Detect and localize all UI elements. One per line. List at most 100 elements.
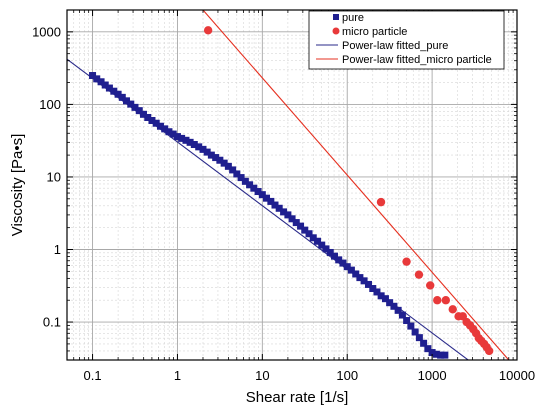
point-pure: [288, 215, 296, 223]
legend-marker-pure: [333, 14, 339, 20]
point-pure: [390, 302, 398, 310]
point-pure: [144, 113, 152, 121]
legend-box: [308, 10, 505, 70]
point-pure: [212, 154, 220, 162]
legend-label-fit-micro: Power-law fitted_micro particle: [342, 54, 492, 66]
point-pure: [207, 151, 215, 159]
point-pure: [403, 317, 411, 325]
point-pure: [135, 107, 143, 115]
point-pure: [263, 194, 271, 202]
y-tick-label: 1000: [32, 24, 61, 39]
point-pure: [195, 143, 203, 151]
legend: pure micro particle Power-law fitted_pur…: [308, 10, 505, 70]
tick-labels: 0.1 1 10 100 1000 10000 0.1 1 10 100 1000: [32, 24, 535, 383]
point-pure: [169, 130, 177, 138]
legend-label-pure: pure: [342, 12, 364, 24]
point-pure: [420, 339, 428, 347]
point-pure: [250, 184, 258, 192]
point-pure: [326, 248, 334, 256]
point-pure: [424, 345, 432, 353]
point-pure: [284, 211, 292, 219]
point-pure: [173, 133, 181, 141]
point-pure: [318, 241, 326, 249]
point-pure: [377, 292, 385, 300]
point-pure: [89, 72, 97, 80]
point-pure: [105, 84, 113, 92]
point-micro-particle: [402, 257, 411, 266]
fit-line-power-law-fitted-micro-particle: [202, 10, 510, 360]
point-pure: [437, 351, 445, 359]
point-pure: [254, 188, 262, 196]
point-pure: [381, 295, 389, 303]
point-micro-particle: [484, 346, 494, 356]
point-pure: [373, 288, 381, 296]
x-tick-label: 1000: [418, 368, 447, 383]
legend-marker-micro-particle: [332, 27, 340, 35]
point-pure: [246, 181, 254, 189]
point-micro-particle: [414, 270, 424, 279]
point-pure: [330, 252, 338, 260]
point-pure: [114, 90, 122, 98]
legend-label-fit-pure: Power-law fitted_pure: [342, 40, 448, 52]
legend-label-micro-particle: micro particle: [342, 26, 407, 38]
point-pure: [190, 141, 198, 149]
point-pure: [275, 204, 283, 212]
point-pure: [110, 87, 118, 95]
point-micro-particle: [426, 281, 435, 290]
point-pure: [178, 134, 186, 142]
major-gridlines: [67, 10, 517, 360]
point-pure: [271, 201, 279, 209]
point-pure: [237, 174, 245, 182]
point-pure: [441, 351, 449, 359]
point-pure: [161, 125, 169, 133]
point-pure: [407, 322, 415, 330]
y-tick-label: 100: [39, 97, 61, 112]
x-tick-label: 100: [336, 368, 358, 383]
point-pure: [343, 263, 351, 271]
point-pure: [131, 103, 139, 111]
point-pure: [148, 116, 156, 124]
point-pure: [415, 334, 423, 342]
y-tick-label: 0.1: [43, 315, 61, 330]
point-pure: [199, 145, 207, 153]
point-pure: [386, 299, 394, 307]
point-pure: [335, 256, 343, 264]
point-pure: [216, 156, 224, 164]
point-pure: [93, 75, 101, 83]
plot-frame: [66, 9, 518, 361]
point-pure: [101, 81, 109, 89]
y-tick-label: 1: [54, 242, 61, 257]
point-micro-particle: [203, 26, 213, 35]
point-pure: [398, 311, 406, 319]
point-pure: [305, 230, 313, 238]
x-tick-label: 0.1: [84, 368, 102, 383]
series-layer: [67, 10, 510, 360]
point-micro-particle: [376, 197, 386, 207]
point-pure: [182, 136, 190, 144]
point-pure: [339, 259, 347, 267]
point-pure: [309, 234, 317, 242]
point-pure: [203, 148, 211, 156]
y-axis-title: Viscosity [Pa•s]: [9, 134, 26, 237]
point-pure: [411, 328, 419, 336]
point-pure: [152, 119, 160, 127]
point-pure: [258, 191, 266, 199]
point-pure: [186, 138, 194, 146]
x-axis-title: Shear rate [1/s]: [246, 389, 349, 406]
point-pure: [301, 226, 309, 234]
point-pure: [314, 237, 322, 245]
point-pure: [267, 197, 275, 205]
point-pure: [118, 93, 126, 101]
point-pure: [139, 110, 147, 118]
point-pure: [280, 208, 288, 216]
point-pure: [233, 170, 241, 178]
point-pure: [292, 219, 300, 227]
point-pure: [97, 78, 105, 86]
point-pure: [127, 100, 135, 108]
point-pure: [122, 97, 130, 105]
point-pure: [241, 177, 249, 185]
point-pure: [369, 285, 377, 293]
point-pure: [428, 349, 436, 357]
point-pure: [165, 128, 173, 136]
point-pure: [224, 162, 232, 170]
